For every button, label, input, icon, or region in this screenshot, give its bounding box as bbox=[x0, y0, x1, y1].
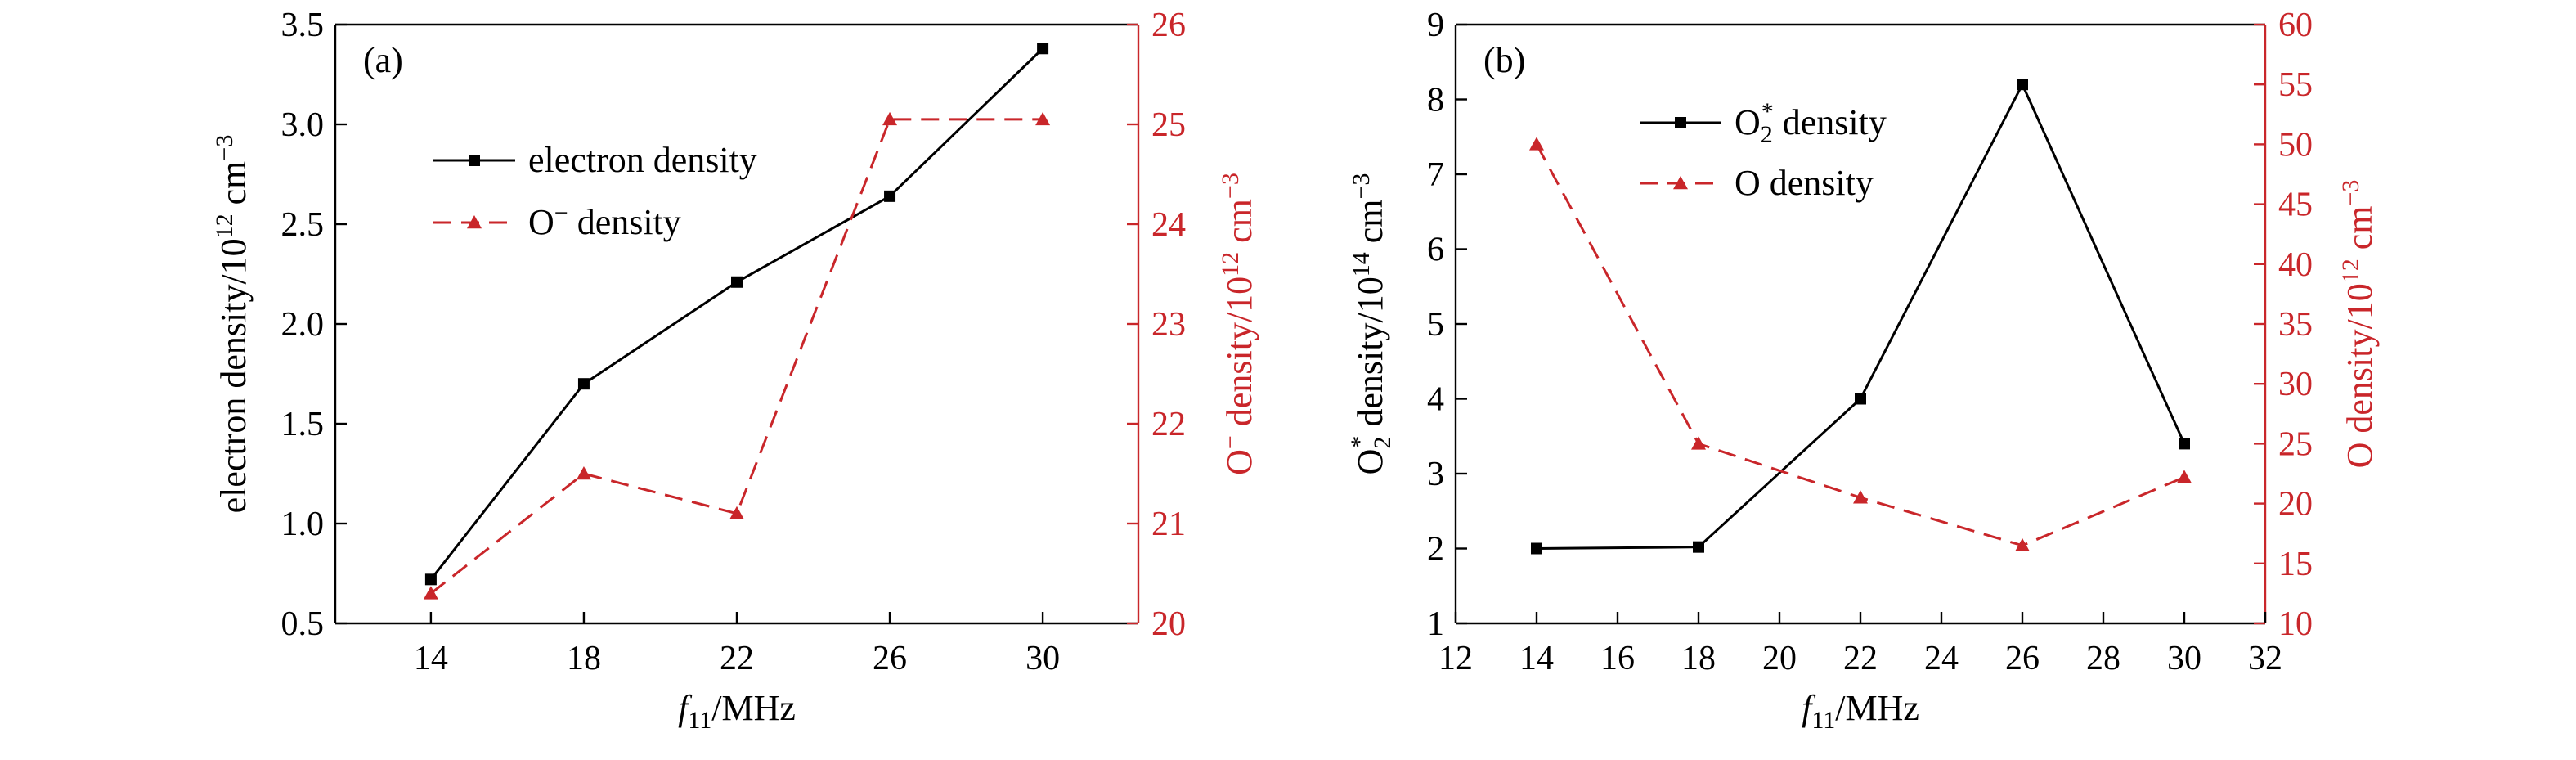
panel-a-series-0-point bbox=[731, 276, 743, 288]
panel-a-y-right-tick-label: 22 bbox=[1151, 406, 1186, 443]
panel-a-y-right-tick-label: 24 bbox=[1151, 206, 1186, 244]
panel-b-x-tick-label: 20 bbox=[1762, 640, 1797, 677]
panel-b-series-0-point bbox=[2179, 438, 2190, 450]
panel-b-x-tick-label: 30 bbox=[2167, 640, 2201, 677]
panel-a-legend-marker-1 bbox=[467, 215, 482, 229]
panel-a-series-1-line bbox=[429, 118, 1043, 595]
panel-b-y-right-axis-label: O density/1012 cm−3 bbox=[2337, 180, 2380, 469]
panel-a-x-tick-label: 26 bbox=[873, 640, 907, 677]
panel-b-x-tick-label: 18 bbox=[1681, 640, 1716, 677]
panel-b-y-right-tick-label: 15 bbox=[2278, 546, 2313, 583]
panel-b-series-1-point bbox=[1529, 137, 1544, 151]
panel-a-y-right-tick-label: 23 bbox=[1151, 306, 1186, 344]
panel-b-series-1-point bbox=[2015, 537, 2030, 552]
panel-b-y-left-tick-label: 4 bbox=[1427, 381, 1444, 419]
panel-b-y-right-tick-label: 35 bbox=[2278, 306, 2313, 344]
panel-b-y-left-tick-label: 6 bbox=[1427, 232, 1444, 269]
panel-b-series-1-point bbox=[1853, 490, 1868, 504]
panel-a-series-0-point bbox=[577, 378, 590, 390]
panel-b-chart: 12 14 16 18 20 22 24 26 28 30 32123456789101520253… bbox=[1346, 7, 2380, 734]
panel-a-x-tick-label: 14 bbox=[414, 640, 448, 677]
panel-a-y-left-tick-label: 0.5 bbox=[281, 605, 325, 643]
panel-a-legend-label-0: electron density bbox=[528, 140, 757, 180]
panel-a-y-left-axis-label: electron density/1012 cm−3 bbox=[211, 135, 254, 514]
panel-b-y-left-axis-label: O2* density/1014 cm−3 bbox=[1346, 173, 1396, 475]
panel-b-y-left-tick-label: 3 bbox=[1427, 456, 1444, 493]
panel-a-series-1-point bbox=[1035, 111, 1051, 126]
panel-a-y-right-tick-label: 26 bbox=[1151, 7, 1186, 44]
panel-a-series-1-point bbox=[423, 586, 438, 600]
panel-b-y-right-tick-label: 45 bbox=[2278, 187, 2313, 224]
panel-a-x-tick-label: 18 bbox=[567, 640, 601, 677]
panel-a-series-1-point bbox=[729, 506, 744, 519]
panel-b-y-right-tick-label: 30 bbox=[2278, 366, 2313, 403]
panel-a-series-0-point bbox=[1037, 43, 1049, 55]
panel-b-y-left-tick-label: 8 bbox=[1427, 82, 1444, 119]
panel-a-series-0-point bbox=[424, 573, 437, 586]
panel-b-series-0-point bbox=[1855, 393, 1866, 405]
panel-a-y-right-axis-label: O− density/1012 cm−3 bbox=[1217, 173, 1259, 475]
panel-a-legend-label-1: O− density bbox=[528, 200, 681, 242]
panel-b-series-0-point bbox=[1531, 542, 1542, 555]
panel-a-y-left-tick-label: 1.5 bbox=[281, 406, 325, 443]
panel-a-x-axis-label: f11/MHz bbox=[678, 688, 796, 734]
panel-b-x-tick-label: 24 bbox=[1924, 640, 1959, 677]
panel-a-y-left-tick-label: 2.5 bbox=[281, 206, 325, 244]
panel-b-x-tick-label: 12 bbox=[1438, 640, 1473, 677]
panel-a-legend-marker-0 bbox=[469, 155, 480, 166]
panel-b-series-1-point bbox=[1691, 436, 1706, 450]
panel-b-legend-marker-0 bbox=[1675, 117, 1686, 128]
panel-b-y-left-tick-label: 2 bbox=[1427, 531, 1444, 569]
panel-b-y-left-tick-label: 5 bbox=[1427, 306, 1444, 344]
panel-b-x-tick-label: 16 bbox=[1600, 640, 1635, 677]
panel-b-x-tick-label: 32 bbox=[2248, 640, 2282, 677]
panel-a-label: (a) bbox=[363, 40, 403, 80]
panel-a-y-left-tick-label: 1.0 bbox=[281, 506, 325, 543]
panel-b-y-left-tick-label: 7 bbox=[1427, 156, 1444, 194]
panel-a-series-1-point bbox=[576, 466, 591, 480]
panel-b-x-tick-label: 22 bbox=[1843, 640, 1878, 677]
panel-a-y-right-tick-label: 20 bbox=[1151, 605, 1186, 643]
panel-a-y-right-tick-label: 25 bbox=[1151, 106, 1186, 144]
panel-a-chart: 14 18 22 26 30 0.5 1.0 1.5 2.0 2.5 3.0 3.5 20 21 22 23 2… bbox=[211, 7, 1259, 734]
panel-a-series-0-point bbox=[884, 190, 896, 202]
panel-a-y-left-tick-label: 2.0 bbox=[281, 306, 325, 344]
panel-b-y-right-tick-label: 10 bbox=[2278, 605, 2313, 643]
panel-b-y-right-tick-label: 55 bbox=[2278, 66, 2313, 104]
panel-a-x-tick-label: 22 bbox=[720, 640, 754, 677]
panel-b-legend-label-0: O2* density bbox=[1735, 98, 1887, 148]
panel-b-x-tick-label: 28 bbox=[2086, 640, 2120, 677]
panel-b-series-0-line bbox=[1536, 81, 2186, 550]
panel-b-legend-label-1: O density bbox=[1735, 163, 1874, 203]
panel-b-y-left-tick-label: 1 bbox=[1427, 605, 1444, 643]
panel-b-series-0-point bbox=[1693, 541, 1704, 553]
panel-b-series-1-point bbox=[2177, 470, 2192, 483]
panel-b-y-right-tick-label: 25 bbox=[2278, 425, 2313, 463]
panel-b-x-tick-label: 26 bbox=[2005, 640, 2040, 677]
panel-b-y-right-tick-label: 40 bbox=[2278, 246, 2313, 284]
panel-a-series-0-line bbox=[429, 47, 1044, 581]
panel-b-y-right-tick-label: 50 bbox=[2278, 126, 2313, 164]
panel-b-legend-marker-1 bbox=[1673, 176, 1688, 190]
panel-b-y-right-tick-label: 60 bbox=[2278, 7, 2313, 44]
panel-b-x-axis-label: f11/MHz bbox=[1802, 688, 1919, 734]
panel-a-series-1-point bbox=[882, 111, 898, 126]
panel-b-label: (b) bbox=[1483, 40, 1525, 80]
panel-b-series-1-line bbox=[1535, 143, 2185, 547]
panel-b-y-right-tick-label: 20 bbox=[2278, 486, 2313, 524]
panel-a-y-right-tick-label: 21 bbox=[1151, 506, 1186, 543]
panel-b-y-left-tick-label: 9 bbox=[1427, 7, 1444, 44]
panel-a-y-left-tick-label: 3.5 bbox=[281, 7, 325, 44]
panel-b-series-0-point bbox=[2017, 79, 2028, 91]
panel-a-y-left-tick-label: 3.0 bbox=[281, 106, 325, 144]
panel-a-x-tick-label: 30 bbox=[1025, 640, 1060, 677]
panel-b-x-tick-label: 14 bbox=[1519, 640, 1554, 677]
